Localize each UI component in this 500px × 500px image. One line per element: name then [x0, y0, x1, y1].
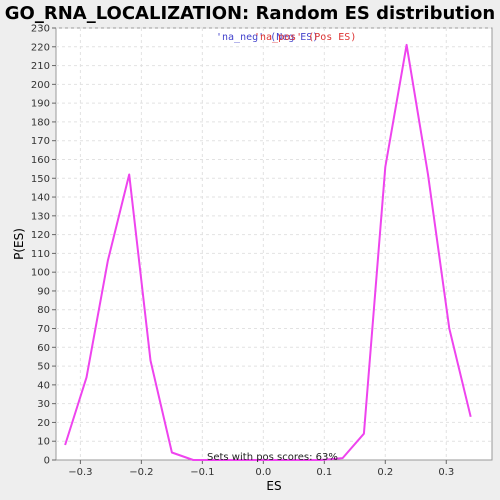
y-tick-label: 110	[31, 249, 50, 260]
y-tick-label: 120	[31, 230, 50, 241]
y-tick-label: 200	[31, 80, 50, 91]
legend-entry-pos: 'na_pos' (Pos ES)	[254, 32, 356, 43]
x-tick-label: 0.0	[255, 467, 271, 478]
y-tick-label: 40	[37, 380, 50, 391]
axis-ticks: 0 10 20 30 40 50 60 70 80 90 100 110 120 130 140 150 160…	[31, 24, 454, 479]
x-tick-label: 0.2	[377, 467, 393, 478]
y-tick-label: 80	[37, 305, 50, 316]
x-tick-label: 0.1	[316, 467, 332, 478]
y-tick-label: 130	[31, 211, 50, 222]
grid	[56, 27, 492, 460]
y-tick-label: 90	[37, 286, 50, 297]
legend: 'na_neg' (Neg ES) 'na_pos' (Pos ES)	[216, 32, 356, 43]
y-tick-label: 190	[31, 99, 50, 110]
series-line	[64, 43, 472, 461]
y-axis-label: P(ES)	[12, 228, 26, 260]
y-tick-label: 180	[31, 117, 50, 128]
y-tick-label: 140	[31, 193, 50, 204]
x-tick-label: 0.3	[438, 467, 454, 478]
y-tick-label: 30	[37, 399, 50, 410]
x-tick-label: −0.2	[129, 467, 153, 478]
annotation: Sets with pos scores: 63%	[207, 452, 338, 463]
y-tick-label: 70	[37, 324, 50, 335]
y-tick-label: 150	[31, 174, 50, 185]
series-layer	[64, 43, 472, 461]
x-tick-label: −0.1	[190, 467, 214, 478]
legend-entry-neg: 'na_neg' (Neg ES)	[216, 32, 318, 43]
y-tick-label: 170	[31, 136, 50, 147]
y-tick-label: 0	[44, 456, 50, 467]
x-tick-label: −0.3	[68, 467, 92, 478]
y-tick-label: 160	[31, 155, 50, 166]
y-tick-label: 210	[31, 61, 50, 72]
y-tick-label: 100	[31, 268, 50, 279]
chart-title: GO_RNA_LOCALIZATION: Random ES distribut…	[5, 3, 495, 24]
y-tick-label: 50	[37, 362, 50, 373]
y-tick-label: 220	[31, 42, 50, 53]
y-tick-label: 20	[37, 418, 50, 429]
x-axis-label: ES	[266, 479, 281, 493]
plot-area	[55, 27, 493, 461]
y-tick-label: 10	[37, 437, 50, 448]
y-tick-label: 230	[31, 24, 50, 35]
y-tick-label: 60	[37, 343, 50, 354]
